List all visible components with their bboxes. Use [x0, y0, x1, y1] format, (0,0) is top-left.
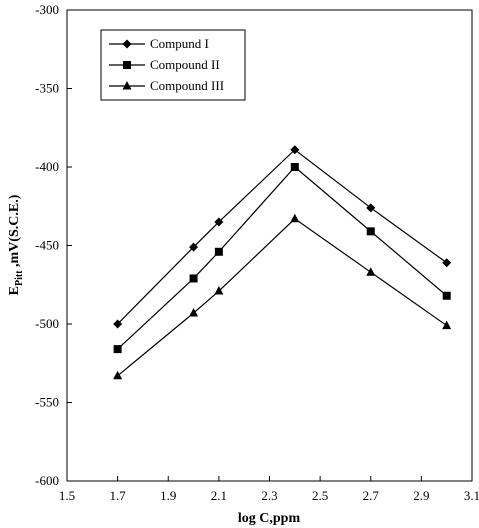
data-point [290, 213, 300, 223]
y-axis-title-main: E [7, 286, 22, 295]
data-point [113, 319, 123, 329]
legend-entry: Compound III [109, 78, 224, 93]
series-layer [113, 145, 452, 380]
data-point [189, 308, 199, 317]
data-point [366, 203, 376, 213]
y-axis-title-subscript: Pitt [14, 270, 25, 286]
x-tick-label: 1.9 [160, 488, 176, 503]
y-tick-label: -300 [35, 2, 59, 17]
data-point [113, 370, 123, 380]
series-2 [113, 163, 451, 354]
x-tick-label: 2.1 [211, 488, 227, 503]
series-line [117, 166, 448, 350]
legend-label: Compound II [150, 57, 220, 72]
series-line [117, 148, 448, 325]
data-point [214, 247, 223, 256]
legend-entry: Compund I [109, 36, 209, 51]
data-point [366, 227, 375, 236]
legend-swatch-marker [122, 39, 132, 49]
x-tick-label: 2.3 [261, 488, 277, 503]
y-tick-label: -600 [35, 473, 59, 488]
series-3 [113, 213, 452, 380]
y-tick-label: -350 [35, 81, 59, 96]
series-line [117, 218, 448, 377]
legend-entry: Compound II [109, 57, 220, 72]
data-point [113, 345, 122, 354]
x-tick-label: 1.5 [59, 488, 75, 503]
data-point [442, 258, 452, 268]
data-point [189, 242, 199, 252]
y-axis-title: EPitt ,mV(S.C.E.) [7, 194, 25, 295]
data-point [290, 163, 299, 171]
data-point [214, 217, 224, 227]
legend-swatch-marker [122, 81, 132, 90]
x-tick-label: 2.9 [413, 488, 429, 503]
y-tick-label: -550 [35, 395, 59, 410]
y-tick-label: -450 [35, 238, 59, 253]
data-point [214, 286, 224, 295]
x-tick-label: 2.5 [312, 488, 328, 503]
x-tick-label: 2.7 [363, 488, 380, 503]
y-tick-label: -400 [35, 159, 59, 174]
data-point [442, 320, 452, 330]
data-point [366, 267, 376, 276]
data-point [442, 291, 451, 300]
legend-items: Compund I Compound II Compound III [109, 36, 224, 93]
y-axis-ticks: -300 -350 -400 -450 -500 -550 -600 [35, 2, 72, 488]
y-tick-label: -500 [35, 316, 59, 331]
legend-label: Compund I [150, 36, 209, 51]
data-point [189, 274, 198, 283]
y-axis-title-rest: ,mV(S.C.E.) [7, 194, 22, 270]
x-tick-label: 3.1 [464, 488, 479, 503]
legend-label: Compound III [150, 78, 224, 93]
legend-swatch-marker [123, 61, 131, 69]
x-tick-label: 1.7 [110, 488, 127, 503]
x-axis-title: log C,ppm [238, 511, 301, 526]
x-axis-ticks: 1.5 1.7 1.9 2.1 2.3 2.5 2.7 2.9 3.1 [59, 476, 479, 503]
legend: Compund I Compound II Compound III [100, 29, 246, 101]
data-point [290, 145, 300, 155]
series-1 [113, 145, 452, 329]
